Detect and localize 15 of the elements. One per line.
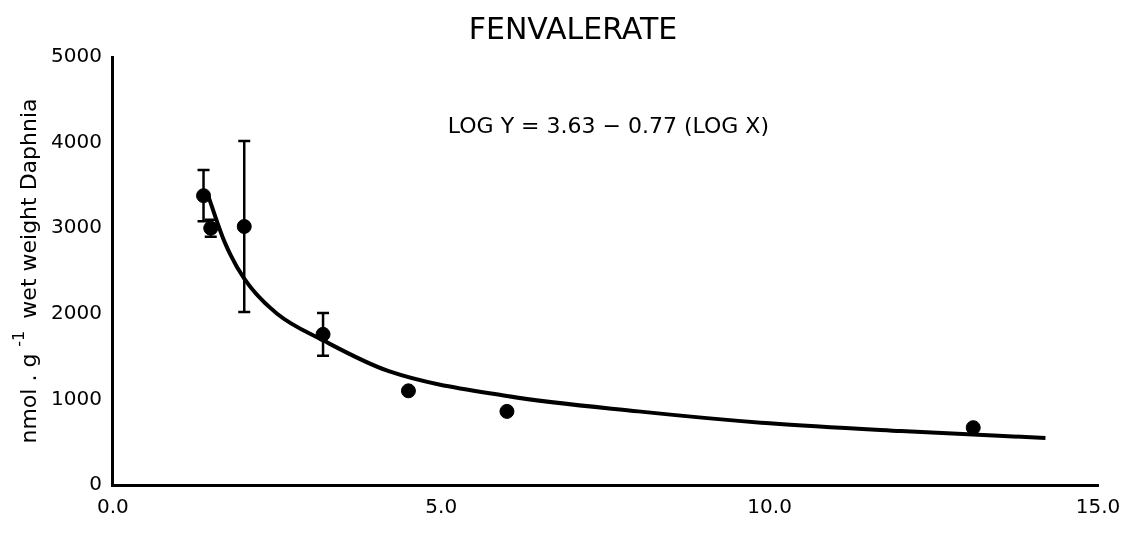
y-tick-label: 2000 xyxy=(50,300,102,324)
chart-title: FENVALERATE xyxy=(468,10,678,46)
x-tick-label: 15.0 xyxy=(1075,494,1121,519)
point xyxy=(499,403,515,419)
y-tick-label: 0 xyxy=(89,471,102,496)
y-tick-label: 4000 xyxy=(50,128,102,153)
y-tick-label: 3000 xyxy=(50,214,102,239)
point xyxy=(400,383,416,399)
annotation: LOG Y = 3.63 − 0.77 (LOG X) xyxy=(447,112,769,138)
y-tick-label: 5000 xyxy=(50,43,102,68)
x-tick-label: 10.0 xyxy=(747,494,792,519)
x-tick-label: 5.0 xyxy=(425,494,458,519)
y-axis-title: nmol . g -1 wet weight Daphnia xyxy=(9,98,41,444)
y-tick-label: 1000 xyxy=(50,385,102,410)
x-tick-label: 0.0 xyxy=(96,494,129,519)
